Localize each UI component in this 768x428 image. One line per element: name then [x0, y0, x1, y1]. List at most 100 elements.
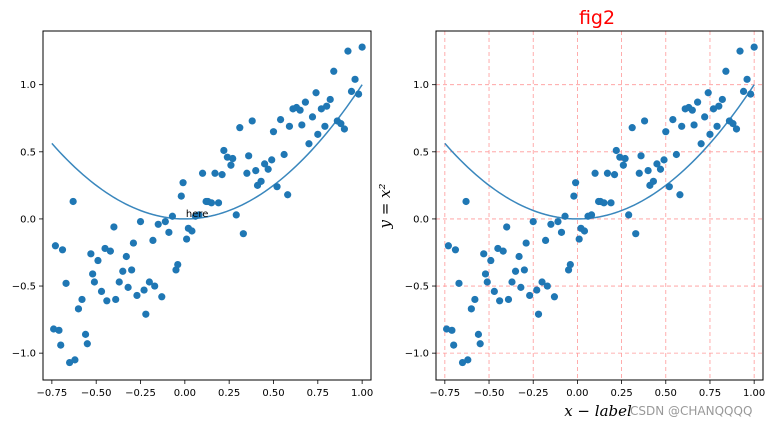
scatter-point	[603, 169, 612, 177]
scatter-point	[676, 191, 684, 199]
scatter-point	[151, 282, 159, 290]
scatter-point	[198, 169, 207, 177]
scatter-point	[547, 220, 555, 228]
scatter-point	[517, 283, 525, 291]
scatter-point	[487, 256, 495, 265]
scatter-point	[612, 146, 620, 155]
scatter-point	[330, 67, 338, 75]
scatter-point	[69, 197, 77, 206]
scatter-point	[188, 227, 196, 235]
scatter-point	[541, 236, 550, 244]
scatter-point	[218, 171, 226, 179]
scatter-point	[591, 169, 599, 177]
scatter-point	[257, 177, 265, 185]
axes-frame-right	[435, 30, 764, 381]
scatter-point	[499, 247, 507, 255]
scatter-point	[145, 278, 153, 286]
scatter-point	[450, 341, 458, 349]
y-axis-label: y = x²	[376, 183, 394, 229]
scatter-point	[529, 218, 537, 226]
scatter-point	[496, 297, 504, 305]
x-tick-label: 0.50	[262, 388, 284, 399]
scatter-point	[158, 293, 166, 301]
scatter-point	[476, 340, 484, 348]
scatter-point	[179, 179, 187, 187]
scatter-point	[538, 278, 546, 286]
y-tick-label: −1.0	[405, 349, 429, 360]
y-tick-label: 1.0	[20, 80, 36, 91]
scatter-point	[321, 122, 329, 130]
y-tick-label: −0.5	[405, 282, 429, 293]
scatter-point	[709, 105, 718, 113]
scatter-point	[653, 160, 661, 168]
y-tick-label: 0.5	[20, 147, 36, 158]
scatter-point	[183, 235, 191, 243]
scatter-point	[669, 115, 677, 124]
scatter-point	[649, 177, 658, 185]
scatter-point	[750, 43, 758, 51]
scatter-point	[122, 252, 130, 261]
scatter-point	[112, 295, 120, 304]
scatter-point	[273, 183, 281, 191]
scatter-point	[561, 212, 569, 220]
scatter-point	[697, 140, 705, 148]
scatter-point	[637, 152, 645, 160]
scatter-point	[142, 310, 150, 318]
scatter-point	[704, 89, 712, 97]
scatter-point	[690, 121, 698, 129]
x-tick-label: 1.00	[351, 388, 373, 399]
scatter-point	[504, 295, 513, 304]
scatter-point	[580, 227, 589, 235]
y-tick-label: −1.0	[12, 349, 36, 360]
scatter-point	[140, 286, 148, 294]
scatter-point	[284, 191, 292, 199]
scatter-point	[177, 192, 185, 200]
scatter-point	[575, 235, 583, 243]
scatter-point	[572, 179, 580, 187]
watermark-text: CSDN @CHANQQQQ	[630, 404, 752, 418]
x-tick-label: −0.75	[37, 388, 68, 399]
x-tick-label: 0.75	[699, 388, 721, 399]
scatter-point	[701, 113, 709, 121]
scatter-point	[110, 223, 118, 231]
x-tick-label: −0.75	[430, 388, 461, 399]
scatter-point	[58, 246, 67, 254]
scatter-point	[358, 43, 366, 51]
scatter-point	[285, 122, 294, 130]
y-tick-label: 0.0	[413, 214, 429, 225]
scatter-point	[729, 120, 737, 128]
scatter-point	[298, 121, 306, 129]
scatter-point	[660, 156, 668, 164]
scatter-point	[154, 220, 162, 228]
x-tick-label: −0.25	[518, 388, 549, 399]
scatter-point	[635, 169, 643, 177]
scatter-point	[515, 252, 523, 261]
scatter-point	[732, 125, 741, 133]
scatter-point	[227, 161, 235, 169]
scatter-point	[220, 146, 228, 155]
scatter-point	[268, 156, 276, 164]
x-tick-label: −0.25	[125, 388, 156, 399]
scatter-point	[713, 122, 721, 130]
scatter-point	[694, 98, 702, 106]
scatter-point	[628, 124, 636, 132]
scatter-point	[625, 211, 633, 219]
scatter-point	[165, 228, 173, 236]
scatter-point	[94, 256, 102, 265]
x-tick-label: 1.00	[743, 388, 765, 399]
scatter-point	[103, 297, 111, 305]
scatter-point	[261, 160, 269, 168]
scatter-point	[269, 128, 278, 136]
scatter-point	[347, 87, 356, 96]
scatter-point	[665, 183, 673, 191]
scatter-point	[662, 128, 670, 136]
scatter-point	[474, 330, 483, 338]
scatter-point	[467, 305, 475, 313]
y-tick-label: 1.0	[413, 80, 429, 91]
scatter-point	[115, 278, 123, 286]
scatter-point	[570, 192, 578, 200]
scatter-point	[65, 358, 74, 367]
scatter-point	[124, 283, 132, 291]
scatter-point	[264, 165, 272, 173]
